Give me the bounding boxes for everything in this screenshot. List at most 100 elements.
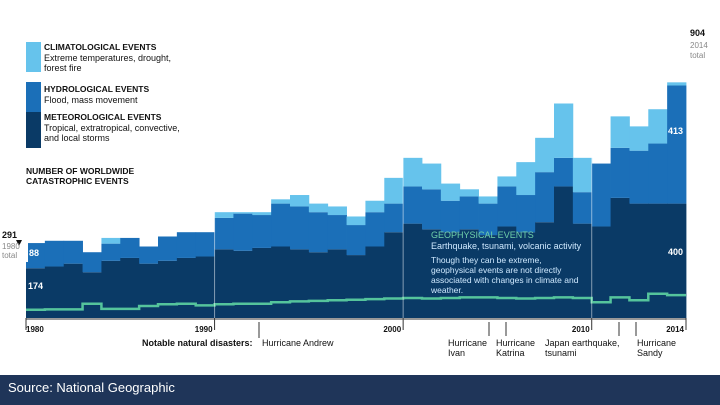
hydrological-bar-2003 bbox=[459, 196, 479, 230]
source-footer: Source: National Geographic bbox=[0, 375, 720, 405]
climatological-bar-1992 bbox=[252, 212, 272, 216]
annotation-ivan-line1: Hurricane bbox=[448, 338, 487, 348]
climatological-bar-2011 bbox=[610, 116, 630, 148]
geophysical-note-line-4: weather. bbox=[430, 285, 463, 295]
annotation-hurricane-andrew: Hurricane Andrew bbox=[262, 338, 334, 348]
source-text: Source: National Geographic bbox=[8, 380, 175, 395]
hydrological-bar-1997 bbox=[346, 225, 366, 256]
legend-swatch-climatological bbox=[26, 42, 41, 72]
annotation-japan-line2: tsunami bbox=[545, 348, 577, 358]
meteorological-bar-2009 bbox=[572, 223, 593, 318]
hydrological-bar-2013 bbox=[648, 143, 668, 204]
hydrological-bar-1987 bbox=[158, 236, 178, 261]
hydrological-bar-2004 bbox=[478, 203, 498, 236]
hydrological-bar-1984 bbox=[101, 243, 121, 261]
climatological-bar-1997 bbox=[346, 216, 366, 226]
total-2014-word: total bbox=[690, 51, 705, 60]
meteorological-bar-1991 bbox=[233, 250, 253, 318]
geophysical-line bbox=[26, 292, 686, 311]
meteorological-bar-1987 bbox=[158, 260, 178, 318]
hydrological-bar-2010 bbox=[591, 163, 611, 227]
meteorological-bar-1994 bbox=[290, 249, 310, 318]
hydrological-bar-1998 bbox=[365, 212, 385, 247]
hydrological-bar-1989 bbox=[195, 232, 215, 257]
hydrological-bar-2012 bbox=[629, 150, 649, 204]
climatological-value-1980: 29 bbox=[29, 225, 39, 235]
hydrological-bar-1996 bbox=[327, 215, 347, 250]
total-1980-word: total bbox=[2, 251, 17, 260]
climatological-bar-1991 bbox=[233, 212, 253, 214]
hydrological-bar-2007 bbox=[535, 172, 555, 223]
hydrological-bar-1994 bbox=[290, 206, 310, 250]
total-2014-label: 904 bbox=[690, 28, 705, 38]
meteorological-bar-2005 bbox=[497, 226, 517, 318]
meteorological-bar-1996 bbox=[327, 249, 347, 318]
meteorological-bar-1995 bbox=[308, 252, 329, 318]
legend-title-meteorological: METEOROLOGICAL EVENTS bbox=[44, 112, 162, 122]
climatological-bar-2014 bbox=[667, 82, 687, 86]
hydrological-bar-1990 bbox=[214, 217, 234, 250]
x-tick-label-2014: 2014 bbox=[666, 325, 684, 334]
meteorological-bar-1981 bbox=[44, 266, 65, 318]
hydrological-bar-1991 bbox=[233, 213, 253, 251]
annotation-katrina-line2: Katrina bbox=[496, 348, 525, 358]
geophysical-note-line-1: Though they can be extreme, bbox=[431, 255, 542, 265]
meteorological-value-1980: 174 bbox=[28, 281, 43, 291]
hydrological-bar-1988 bbox=[176, 232, 197, 258]
meteorological-bar-2003 bbox=[459, 229, 479, 318]
legend-swatch-meteorological bbox=[26, 112, 41, 148]
total-2014-bg bbox=[687, 24, 720, 64]
geophysical-desc: Earthquake, tsunami, volcanic activity bbox=[431, 241, 582, 251]
climatological-bar-2005 bbox=[497, 176, 517, 187]
meteorological-bar-1989 bbox=[195, 256, 215, 318]
hydrological-bar-1992 bbox=[252, 215, 272, 248]
climatological-bar-2012 bbox=[629, 126, 649, 151]
hydrological-bar-1985 bbox=[120, 237, 140, 258]
legend-title-climatological: CLIMATOLOGICAL EVENTS bbox=[44, 42, 157, 52]
x-tick-label-2010: 2010 bbox=[572, 325, 590, 334]
stacked-area-chart: 1980 1990 2000 2010 20142911980total9042014t… bbox=[0, 24, 720, 358]
climatological-bar-1996 bbox=[327, 206, 347, 216]
total-1980-bg bbox=[0, 222, 28, 262]
total-2014-year: 2014 bbox=[690, 41, 708, 50]
legend-desc-meteorological: Tropical, extratropical, convective, and… bbox=[44, 123, 180, 143]
meteorological-bar-2008 bbox=[554, 186, 574, 318]
climatological-bar-1990 bbox=[214, 212, 234, 218]
total-1980-marker bbox=[16, 240, 22, 246]
meteorological-bar-1980 bbox=[26, 268, 46, 318]
hydrological-value-2014: 413 bbox=[668, 126, 683, 136]
meteorological-bar-2013 bbox=[648, 203, 668, 318]
meteorological-bar-1982 bbox=[63, 263, 83, 318]
climatological-bar-2002 bbox=[440, 183, 461, 201]
climatological-bar-2008 bbox=[554, 103, 574, 158]
meteorological-bar-1990 bbox=[214, 249, 234, 318]
hydrological-bar-1995 bbox=[308, 212, 329, 253]
meteorological-bar-2006 bbox=[516, 232, 536, 318]
climatological-bar-2006 bbox=[516, 162, 536, 196]
meteorological-bar-1988 bbox=[176, 257, 197, 318]
meteorological-bar-2012 bbox=[629, 203, 649, 318]
meteorological-bar-1993 bbox=[271, 246, 291, 318]
hydrological-bar-2001 bbox=[422, 189, 442, 230]
count-title: NUMBER OF WORLDWIDE CATASTROPHIC EVENTS bbox=[26, 166, 135, 186]
hydrological-bar-2000 bbox=[403, 186, 423, 224]
annotation-katrina-line1: Hurricane bbox=[496, 338, 535, 348]
climatological-bar-1998 bbox=[365, 200, 385, 213]
climatological-bar-1994 bbox=[290, 195, 310, 207]
hydrological-bar-2002 bbox=[440, 200, 461, 233]
meteorological-bar-1992 bbox=[252, 247, 272, 318]
meteorological-bar-2007 bbox=[535, 222, 555, 318]
notable-disasters-label: Notable natural disasters: bbox=[142, 338, 253, 348]
x-tick-label-1980: 1980 bbox=[26, 325, 44, 334]
meteorological-bar-1999 bbox=[384, 232, 404, 318]
hydrological-bar-2009 bbox=[572, 192, 593, 224]
climatological-bar-1999 bbox=[384, 177, 404, 204]
hydrological-bar-1983 bbox=[82, 252, 102, 273]
climatological-bar-2013 bbox=[648, 109, 668, 144]
hydrological-bar-1986 bbox=[139, 246, 159, 264]
total-1980-label: 291 bbox=[2, 230, 17, 240]
meteorological-bar-1998 bbox=[365, 246, 385, 318]
climatological-bar-2003 bbox=[459, 189, 479, 197]
meteorological-bar-2010 bbox=[591, 226, 611, 318]
x-tick-label-1990: 1990 bbox=[195, 325, 213, 334]
